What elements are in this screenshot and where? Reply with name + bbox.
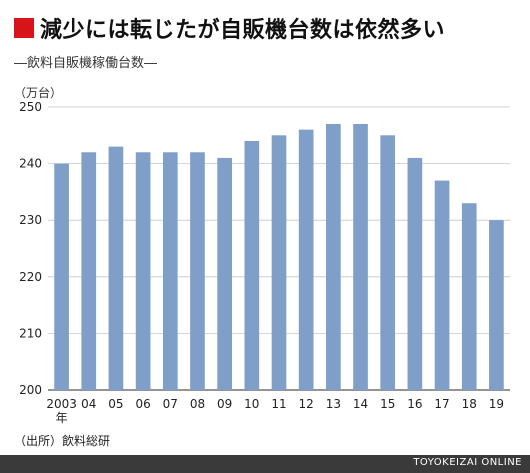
chart-subtitle: ―飲料自販機稼働台数―	[14, 56, 158, 71]
bar-16	[407, 157, 423, 390]
bar-09	[217, 157, 232, 390]
publisher-credit: TOYOKEIZAI ONLINE	[413, 457, 522, 468]
bar-13	[326, 123, 341, 390]
bar-15	[380, 135, 396, 390]
x-tick-label: 16	[407, 397, 422, 411]
y-tick-label: 230	[19, 213, 42, 227]
bar-11	[271, 135, 287, 390]
x-tick-label: 12	[299, 397, 314, 411]
bar-05	[108, 146, 124, 390]
x-tick-label: 17	[434, 397, 449, 411]
chart-title: 減少には転じたが自販機台数は依然多い	[40, 18, 446, 43]
bar-08	[190, 152, 205, 390]
x-tick-label: 10	[244, 397, 259, 411]
bars	[54, 123, 504, 390]
x-tick-label: 11	[271, 397, 286, 411]
x-year-suffix: 年	[56, 411, 68, 425]
bar-04	[81, 152, 97, 390]
footer-bar: TOYOKEIZAI ONLINE	[0, 455, 530, 473]
bar-18	[461, 203, 477, 390]
x-tick-label: 06	[135, 397, 150, 411]
bar-17	[434, 180, 450, 390]
x-tick-label: 2003	[46, 397, 77, 411]
x-tick-label: 04	[81, 397, 96, 411]
bar-10	[244, 140, 260, 390]
source-note: （出所）飲料総研	[14, 434, 111, 448]
y-tick-label: 210	[19, 326, 42, 340]
y-tick-label: 200	[19, 383, 42, 397]
x-tick-label: 08	[190, 397, 205, 411]
bar-07	[162, 152, 178, 390]
y-tick-labels: 200 210 220 230 240 250	[19, 100, 42, 397]
x-tick-label: 05	[108, 397, 123, 411]
bar-06	[135, 152, 151, 390]
bar-12	[298, 129, 314, 390]
x-tick-label: 18	[462, 397, 477, 411]
y-axis-unit-label: （万台）	[14, 86, 63, 100]
bar-19	[489, 220, 504, 390]
x-tick-label: 14	[353, 397, 368, 411]
red-square-icon	[14, 18, 34, 38]
y-tick-label: 220	[19, 270, 42, 284]
bar-2003	[54, 163, 69, 390]
x-tick-label: 13	[326, 397, 341, 411]
x-tick-label: 19	[489, 397, 504, 411]
y-tick-label: 250	[19, 100, 42, 114]
headline: 減少には転じたが自販機台数は依然多い	[14, 12, 445, 44]
x-tick-label: 07	[163, 397, 178, 411]
x-tick-label: 15	[380, 397, 395, 411]
bar-14	[353, 123, 368, 390]
x-tick-label: 09	[217, 397, 232, 411]
y-tick-label: 240	[19, 157, 42, 171]
